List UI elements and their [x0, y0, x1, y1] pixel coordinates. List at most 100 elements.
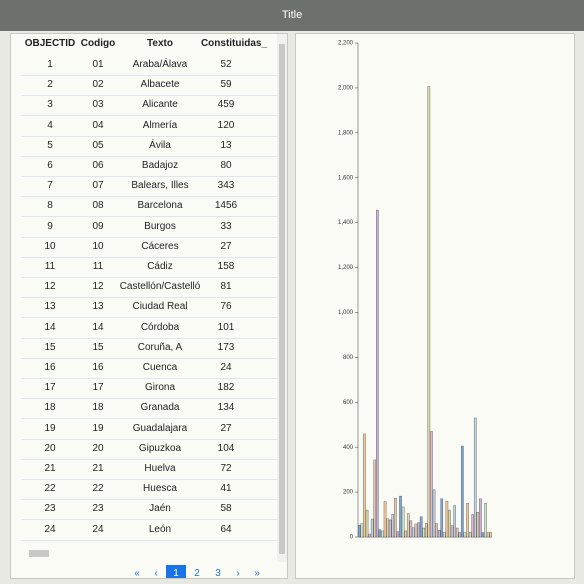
- bar: [479, 498, 482, 538]
- table-cell: 15: [44, 341, 56, 353]
- table-cell: 1456: [214, 200, 238, 212]
- y-tick-label: 2,000: [338, 85, 354, 91]
- y-tick-label: 2,200: [338, 41, 354, 47]
- y-tick-label: 600: [343, 400, 354, 406]
- table-cell: 8: [47, 200, 53, 212]
- row-divider: [21, 277, 277, 278]
- y-tick-label: 1,200: [338, 265, 354, 271]
- table-cell: Castellón/Castelló: [119, 281, 201, 293]
- page-button[interactable]: ‹: [154, 568, 158, 579]
- table-cell: 10: [92, 240, 104, 252]
- page-button[interactable]: 2: [194, 568, 200, 579]
- bar: [406, 513, 410, 538]
- bar: [486, 532, 490, 538]
- table-cell: 58: [220, 503, 232, 515]
- page-button[interactable]: »: [254, 568, 260, 579]
- table-cell: 14: [92, 321, 104, 333]
- table-cell: Burgos: [144, 220, 176, 232]
- row-divider: [21, 398, 277, 400]
- scroll-thumb[interactable]: [29, 550, 49, 557]
- bar: [466, 503, 469, 538]
- table-cell: 1: [47, 59, 53, 70]
- bar: [414, 523, 418, 538]
- scroll-thumb[interactable]: [279, 44, 285, 554]
- column-header[interactable]: OBJECTID: [24, 38, 76, 49]
- row-divider: [21, 499, 277, 501]
- table-cell: 11: [44, 261, 56, 272]
- table-cell: 24: [44, 523, 56, 535]
- table-cell: Balears, Illes: [131, 180, 189, 192]
- chart: 0 200 400 600 800 1,000 1,200 1,400 1,600 1,800 2,…: [338, 41, 493, 541]
- bar: [471, 514, 474, 538]
- bar: [358, 525, 361, 538]
- table-cell: Gipuzkoa: [138, 442, 182, 454]
- table-cell: 158: [217, 261, 235, 272]
- bar: [394, 497, 397, 538]
- bar: [424, 523, 428, 538]
- bar: [476, 512, 480, 538]
- row-divider: [21, 256, 277, 258]
- table-cell: 59: [220, 79, 232, 91]
- table-cell: 134: [217, 402, 235, 414]
- table-cell: 6: [47, 160, 53, 171]
- table-cell: 64: [220, 523, 232, 535]
- chart-panel: 0 200 400 600 800 1,000 1,200 1,400 1,600 1,800 2,…: [295, 33, 575, 579]
- table-cell: 41: [220, 483, 232, 495]
- table-cell: Badajoz: [141, 160, 179, 171]
- page-button[interactable]: ›: [236, 568, 240, 579]
- bar: [453, 505, 456, 538]
- table-cell: 19: [44, 422, 56, 434]
- page-button[interactable]: «: [134, 568, 140, 579]
- page-button[interactable]: 1: [166, 565, 186, 578]
- table-cell: 08: [92, 200, 104, 212]
- table-cell: 9: [47, 220, 53, 232]
- bar: [455, 527, 459, 538]
- bar: [412, 527, 415, 538]
- bar: [461, 445, 464, 538]
- table-cell: Cuenca: [142, 362, 178, 373]
- row-divider: [21, 115, 277, 117]
- table-cell: 07: [92, 180, 104, 192]
- table-cell: 76: [220, 301, 232, 313]
- table-cell: Córdoba: [140, 321, 180, 333]
- bar: [370, 518, 374, 538]
- row-divider: [21, 378, 277, 379]
- table-cell: León: [148, 523, 172, 535]
- bar: [401, 506, 405, 538]
- bar: [373, 459, 377, 538]
- bar: [404, 530, 407, 538]
- table-cell: Alicante: [142, 99, 178, 111]
- y-tick-label: 0: [350, 535, 354, 541]
- bar: [422, 527, 426, 538]
- row-divider: [21, 458, 277, 460]
- bar: [484, 503, 487, 538]
- table-cell: 120: [217, 119, 235, 131]
- column-header[interactable]: Texto: [147, 38, 173, 49]
- bar: [489, 532, 493, 538]
- table-cell: 72: [220, 463, 232, 474]
- bar: [435, 523, 438, 538]
- table-cell: 20: [92, 442, 104, 454]
- table-cell: 22: [92, 483, 104, 495]
- bar: [378, 529, 382, 538]
- row-divider: [21, 216, 277, 218]
- table-cell: 101: [217, 321, 235, 333]
- bar: [376, 209, 379, 538]
- table-cell: 33: [220, 220, 232, 232]
- table-cell: 173: [217, 341, 235, 353]
- bar: [432, 489, 436, 538]
- bar: [443, 532, 446, 538]
- table-panel: OBJECTID Codigo Texto Constituidas_ 1 01 Araba…: [10, 33, 288, 579]
- row-divider: [21, 236, 277, 238]
- y-tick-label: 1,000: [338, 310, 354, 316]
- table-cell: 17: [44, 382, 56, 394]
- column-header[interactable]: Constituidas_: [200, 38, 268, 49]
- bar: [419, 516, 423, 538]
- table-cell: 343: [217, 180, 235, 192]
- table-cell: Jaén: [149, 503, 171, 515]
- bar: [360, 523, 364, 538]
- bar: [448, 509, 451, 538]
- column-header[interactable]: Codigo: [80, 38, 116, 49]
- page-button[interactable]: 3: [215, 568, 221, 579]
- bar: [450, 525, 454, 538]
